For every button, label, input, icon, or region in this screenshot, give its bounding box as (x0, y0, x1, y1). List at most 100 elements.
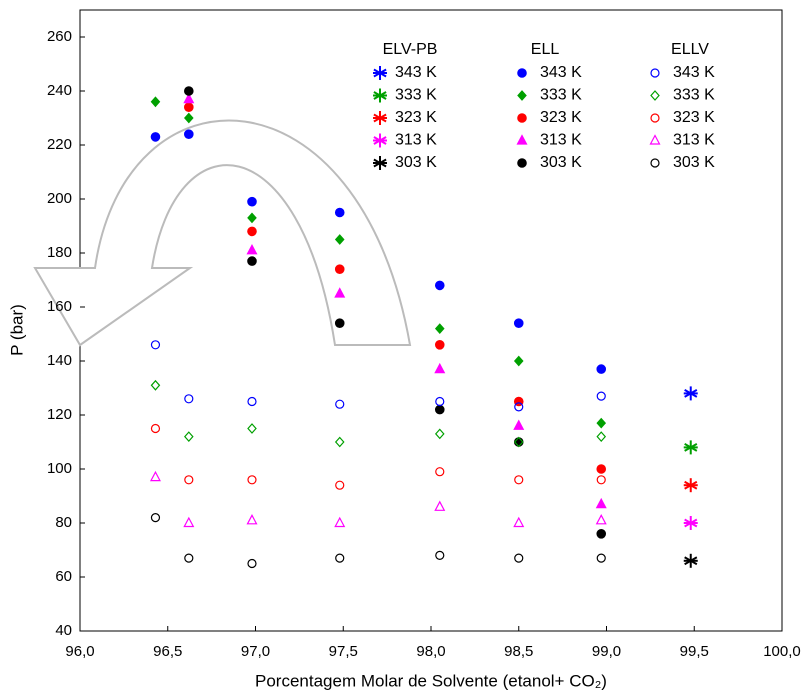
marker (247, 256, 257, 266)
marker (334, 234, 345, 245)
marker (183, 516, 195, 528)
marker (150, 340, 161, 350)
y-tick-label: 140 (47, 352, 72, 369)
marker (514, 553, 524, 563)
marker (184, 394, 194, 404)
arrow-annotation (33, 119, 412, 347)
marker (373, 88, 387, 103)
legend-label: 323 K (395, 109, 437, 126)
marker (683, 440, 698, 455)
marker (596, 528, 607, 539)
marker (683, 478, 698, 493)
marker (334, 287, 346, 298)
marker (595, 514, 607, 525)
legend-label: 303 K (673, 154, 715, 171)
legend-label: 343 K (540, 64, 582, 81)
x-tick-label: 99,5 (680, 643, 709, 660)
marker (334, 318, 345, 328)
y-tick-label: 60 (55, 568, 72, 585)
y-tick-label: 200 (47, 190, 72, 207)
marker (149, 470, 161, 482)
legend-label: 333 K (540, 87, 582, 104)
marker (184, 102, 194, 112)
legend-label: 303 K (540, 154, 582, 171)
marker (373, 156, 387, 170)
marker (246, 244, 258, 255)
x-tick-label: 98,5 (504, 643, 533, 660)
legend-group-title: ELLV (671, 41, 709, 58)
marker (184, 86, 194, 96)
marker (434, 323, 445, 335)
marker (513, 318, 524, 328)
marker (247, 558, 257, 569)
marker (650, 90, 660, 101)
marker (373, 66, 387, 80)
y-axis-label: P (bar) (7, 304, 26, 356)
marker (650, 68, 660, 78)
marker (517, 68, 527, 78)
marker (335, 399, 345, 409)
marker (247, 475, 257, 485)
legend-label: 343 K (395, 64, 437, 81)
marker (247, 212, 257, 224)
marker (649, 134, 661, 145)
y-tick-label: 180 (47, 244, 72, 261)
marker (513, 355, 524, 367)
marker (247, 196, 257, 207)
marker (517, 113, 527, 123)
marker (434, 428, 445, 440)
legend-label: 343 K (673, 64, 715, 81)
marker (150, 379, 161, 391)
marker (596, 553, 606, 563)
x-tick-label: 96,0 (65, 643, 94, 660)
legend-label: 333 K (395, 87, 437, 104)
marker (683, 386, 698, 401)
y-tick-label: 160 (47, 298, 72, 315)
marker (683, 516, 698, 530)
marker (247, 396, 257, 407)
legend-label: 313 K (540, 132, 582, 149)
x-tick-label: 100,0 (763, 643, 801, 660)
marker (334, 436, 345, 448)
marker (650, 158, 660, 168)
marker (435, 467, 445, 477)
marker (517, 90, 527, 101)
marker (334, 264, 345, 274)
marker (335, 480, 345, 490)
marker (184, 129, 194, 139)
y-tick-label: 80 (55, 514, 72, 531)
legend-label: 323 K (540, 109, 582, 126)
marker (184, 431, 194, 443)
y-tick-label: 100 (47, 460, 72, 477)
legend-label: 303 K (395, 154, 437, 171)
marker (183, 92, 195, 104)
marker (373, 111, 387, 125)
marker (434, 362, 446, 374)
marker (596, 464, 607, 474)
marker (184, 553, 194, 563)
marker (596, 431, 607, 443)
marker (435, 550, 445, 561)
x-tick-label: 99,0 (592, 643, 621, 660)
legend-label: 323 K (673, 109, 715, 126)
marker (373, 133, 387, 148)
x-tick-label: 96,5 (153, 643, 182, 660)
marker (513, 419, 525, 430)
marker (247, 423, 257, 434)
legend-label: 313 K (673, 132, 715, 149)
x-tick-label: 98,0 (416, 643, 445, 660)
marker (184, 475, 194, 485)
marker (334, 207, 345, 218)
legend-group-title: ELL (531, 41, 560, 58)
y-tick-label: 260 (47, 28, 72, 45)
x-tick-label: 97,0 (241, 643, 270, 660)
marker (334, 516, 346, 528)
x-axis-label: Porcentagem Molar de Solvente (etanol+ C… (255, 671, 607, 690)
marker (150, 132, 161, 142)
marker (596, 391, 606, 401)
marker (683, 553, 698, 568)
marker (184, 112, 194, 124)
marker (335, 553, 345, 563)
legend-label: 313 K (395, 132, 437, 149)
